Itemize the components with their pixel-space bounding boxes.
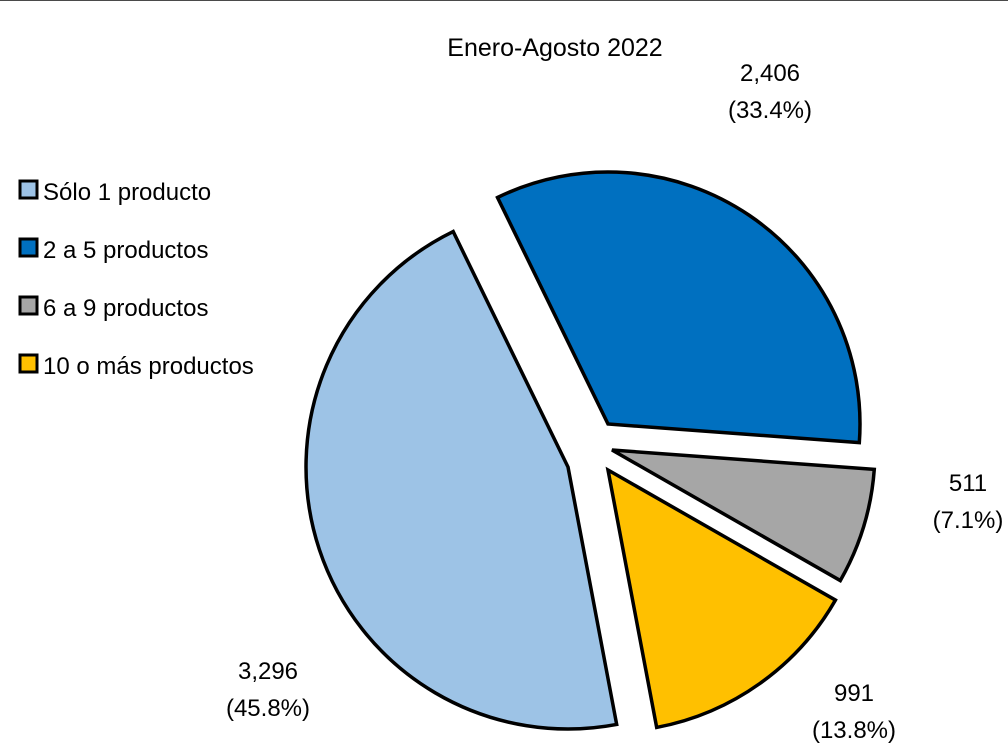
pie-slice-10-o-mas-productos xyxy=(605,466,838,730)
pie-slice-solo-1-producto xyxy=(304,229,619,731)
data-label-percent-6-a-9-productos: (7.1%) xyxy=(933,507,1004,534)
legend-swatch-solo-1-producto xyxy=(18,179,39,200)
data-label-value-solo-1-producto: 3,296 xyxy=(238,658,298,685)
pie-slice-6-a-9-productos xyxy=(611,448,877,583)
data-label-value-10-o-mas-productos: 991 xyxy=(834,680,874,707)
legend: Sólo 1 producto 2 a 5 productos 6 a 9 prod… xyxy=(18,179,254,380)
data-label-value-6-a-9-productos: 511 xyxy=(949,470,987,497)
data-labels: 3,296 (45.8%) 2,406 (33.4%) 511 (7.1%) 991 (13.… xyxy=(226,60,1003,744)
legend-swatch-6-a-9-productos xyxy=(18,295,39,316)
data-label-percent-2-a-5-productos: (33.4%) xyxy=(728,97,812,124)
legend-label-solo-1-producto: Sólo 1 producto xyxy=(43,179,211,206)
legend-swatch-10-o-mas-productos xyxy=(18,353,39,374)
legend-label-2-a-5-productos: 2 a 5 productos xyxy=(43,237,208,264)
legend-swatch-2-a-5-productos xyxy=(18,237,39,258)
data-label-percent-solo-1-producto: (45.8%) xyxy=(226,695,310,722)
legend-label-10-o-mas-productos: 10 o más productos xyxy=(43,353,254,380)
data-label-value-2-a-5-productos: 2,406 xyxy=(740,60,800,87)
pie-slice-2-a-5-productos xyxy=(495,170,862,445)
legend-label-6-a-9-productos: 6 a 9 productos xyxy=(43,295,208,322)
chart-title: Enero-Agosto 2022 xyxy=(447,34,662,62)
pie-slices xyxy=(304,170,877,731)
data-label-percent-10-o-mas-productos: (13.8%) xyxy=(812,717,896,744)
